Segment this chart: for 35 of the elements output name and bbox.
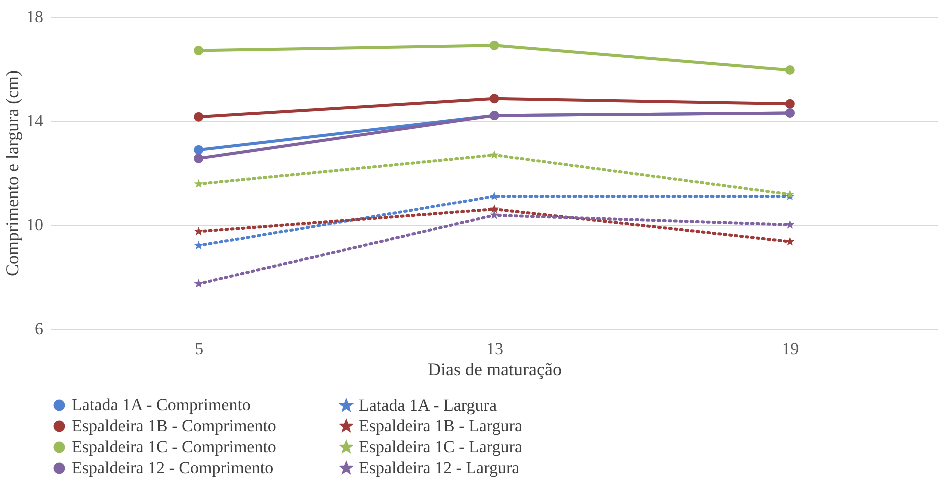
point	[194, 154, 204, 164]
legend-label: Espaldeira 1B - Comprimento	[72, 416, 276, 436]
point	[490, 150, 500, 160]
y-axis-title: Comprimento e largura (cm)	[2, 70, 22, 277]
x-tick-label: 5	[195, 340, 204, 358]
legend-label: Espaldeira 12 - Largura	[359, 458, 520, 478]
y-tick-label: 6	[35, 320, 44, 338]
point	[194, 179, 204, 188]
y-tick-label: 18	[26, 8, 44, 26]
point	[786, 237, 795, 246]
legend-label: Espaldeira 1C - Comprimento	[72, 438, 276, 456]
legend-label: Espaldeira 1C - Largura	[359, 438, 523, 456]
point	[194, 46, 204, 56]
point	[786, 220, 795, 229]
legend-label: Latada 1A - Comprimento	[72, 396, 251, 415]
point	[490, 192, 500, 200]
y-tick-label: 10	[26, 216, 44, 234]
x-tick-label: 19	[782, 340, 800, 358]
x-axis-title: Dias de maturação	[428, 360, 562, 380]
point	[194, 112, 204, 122]
point	[194, 279, 204, 288]
legend-label: Espaldeira 1B - Largura	[359, 416, 523, 436]
legend-label: Latada 1A - Largura	[359, 396, 498, 415]
y-tick-label: 14	[26, 112, 44, 130]
point	[194, 145, 204, 155]
point	[490, 40, 500, 50]
point	[490, 94, 500, 104]
legend-label: Espaldeira 12 - Comprimento	[72, 458, 274, 478]
point	[785, 66, 795, 76]
point	[194, 227, 204, 236]
point	[194, 241, 204, 250]
x-tick-label: 13	[486, 340, 504, 358]
point	[785, 99, 795, 109]
point	[490, 204, 500, 214]
point	[490, 210, 500, 220]
